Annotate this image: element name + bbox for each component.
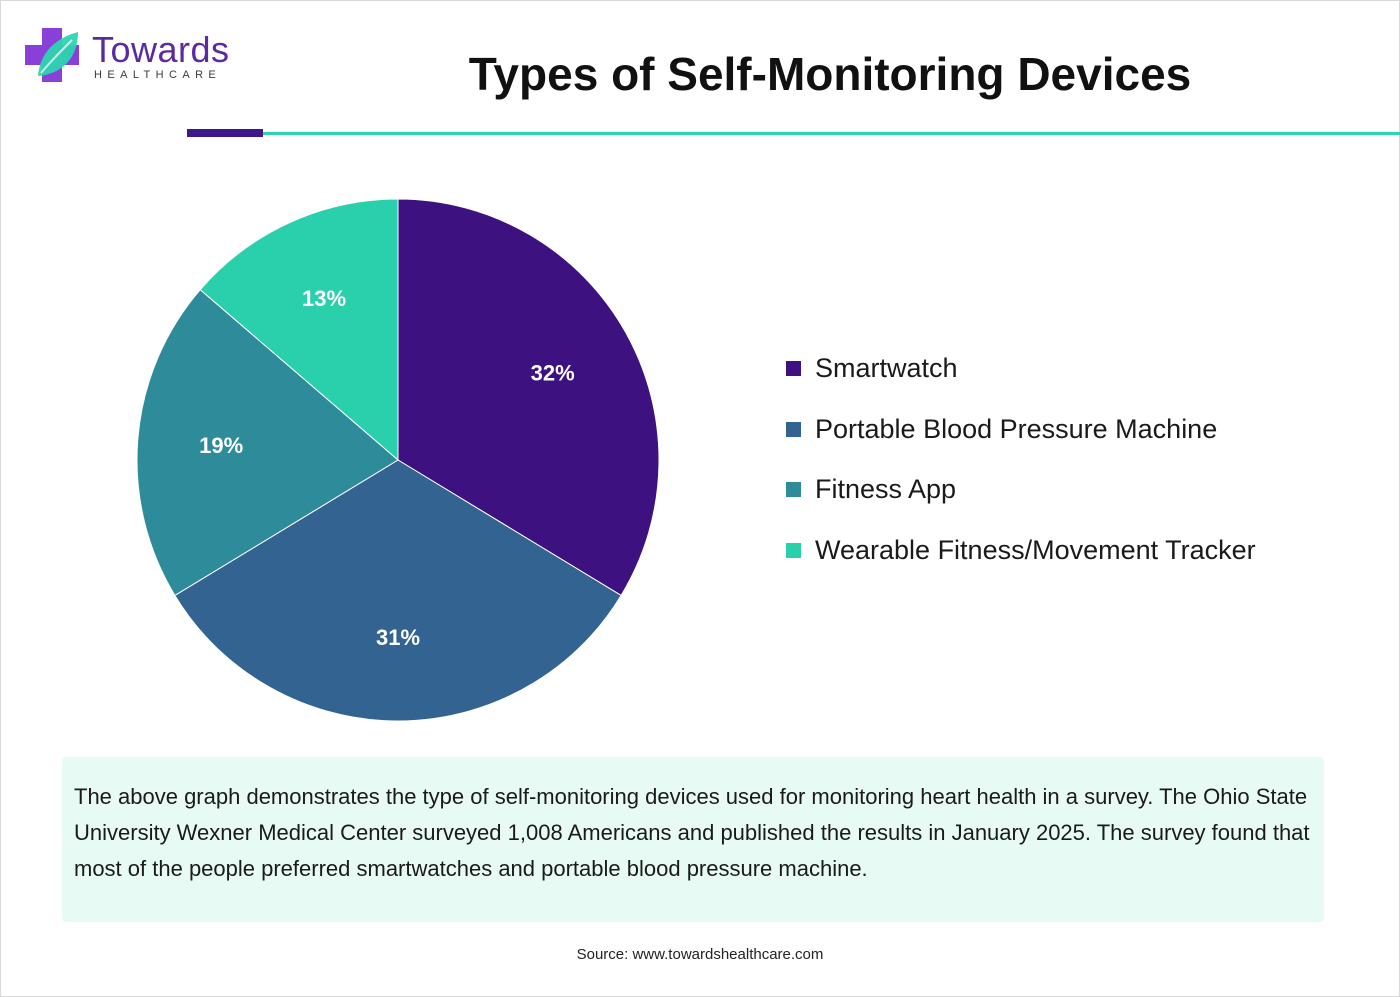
legend-label: Smartwatch: [815, 353, 958, 383]
legend-swatch: [786, 421, 801, 437]
pie-slice-2: [174, 459, 622, 722]
legend-swatch: [786, 542, 801, 558]
pie-slice-1: [397, 198, 660, 597]
pie-slice-4: [199, 198, 399, 462]
source-credit: Source: www.towardshealthcare.com: [576, 946, 824, 963]
legend-label: Wearable Fitness/Movement Tracker: [815, 534, 1256, 565]
legend-label: Portable Blood Pressure Machine: [815, 413, 1218, 444]
brand-tagline: HEALTHCARE: [94, 69, 222, 81]
brand-logo: Towards HEALTHCARE: [22, 24, 232, 88]
legend-label: Fitness App: [815, 474, 957, 504]
pie-value-label-4: 13%: [302, 286, 346, 311]
description-text: The above graph demonstrates the type of…: [74, 784, 1310, 881]
title-rule-line: [263, 132, 1400, 135]
brand-name: Towards: [92, 29, 230, 70]
cross-leaf-icon: [25, 28, 79, 82]
pie-value-label-2: 31%: [376, 625, 420, 650]
legend-swatch: [786, 482, 801, 497]
pie-value-label-3: 19%: [199, 433, 243, 458]
legend-swatch: [786, 361, 801, 376]
pie-slice-3: [136, 288, 399, 597]
title-rule-accent: [187, 129, 263, 137]
chart-title: Types of Self-Monitoring Devices: [468, 48, 1192, 100]
pie-value-label-1: 32%: [531, 360, 575, 385]
description-box: The above graph demonstrates the type of…: [62, 757, 1324, 922]
